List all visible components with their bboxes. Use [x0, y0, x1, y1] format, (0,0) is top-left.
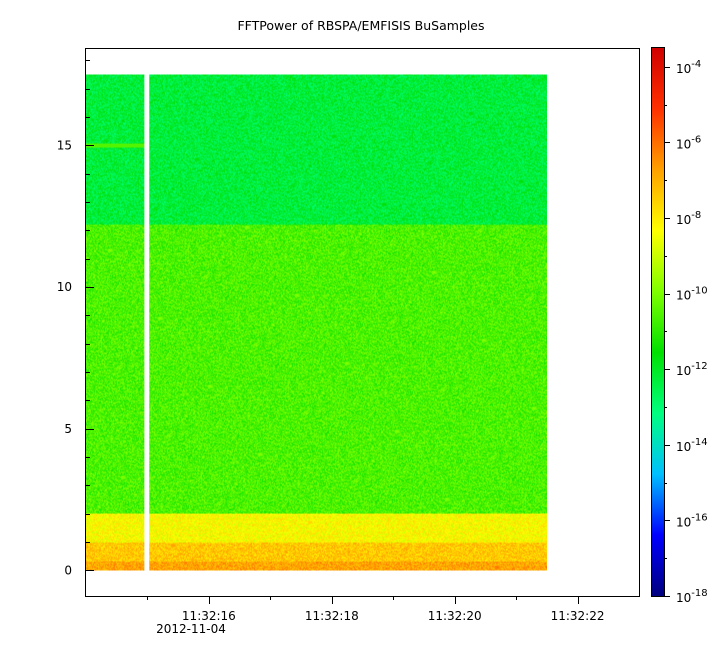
y-tick-label: 15 — [57, 138, 72, 152]
colorbar-tick-label: 10-6 — [676, 134, 701, 151]
data-gap — [144, 74, 150, 571]
colorbar-frame — [651, 47, 665, 597]
colorbar-tick-label: 10-16 — [676, 512, 708, 529]
x-axis: 11:32:16 11:32:18 11:32:20 11:32:22 — [147, 596, 605, 623]
spectrogram-image — [86, 74, 547, 571]
chart-title: FFTPower of RBSPA/EMFISIS BuSamples — [237, 18, 484, 33]
x-tick-label: 11:32:22 — [551, 609, 605, 623]
colorbar — [652, 48, 664, 596]
x-tick-label: 11:32:20 — [428, 609, 482, 623]
colorbar-tick-label: 10-4 — [676, 59, 701, 76]
x-tick-label: 11:32:16 — [182, 609, 236, 623]
y-tick-label: 0 — [64, 563, 72, 577]
y-tick-label: 10 — [57, 280, 72, 294]
y-axis: 0 5 10 15 — [57, 60, 94, 577]
colorbar-axis: 10-4 10-6 10-8 10-10 10-12 10-14 10-16 10-18 — [664, 59, 708, 605]
colorbar-tick-label: 10-14 — [676, 437, 708, 454]
colorbar-tick-label: 10-10 — [676, 286, 708, 303]
plot-frame — [85, 48, 640, 597]
x-tick-date-label: 2012-11-04 — [156, 622, 226, 636]
colorbar-tick-label: 10-18 — [676, 588, 708, 605]
colorbar-tick-label: 10-8 — [676, 210, 701, 227]
y-tick-label: 5 — [64, 422, 72, 436]
heatmap-area — [86, 74, 547, 571]
colorbar-tick-label: 10-12 — [676, 361, 708, 378]
x-tick-label: 11:32:18 — [305, 609, 359, 623]
